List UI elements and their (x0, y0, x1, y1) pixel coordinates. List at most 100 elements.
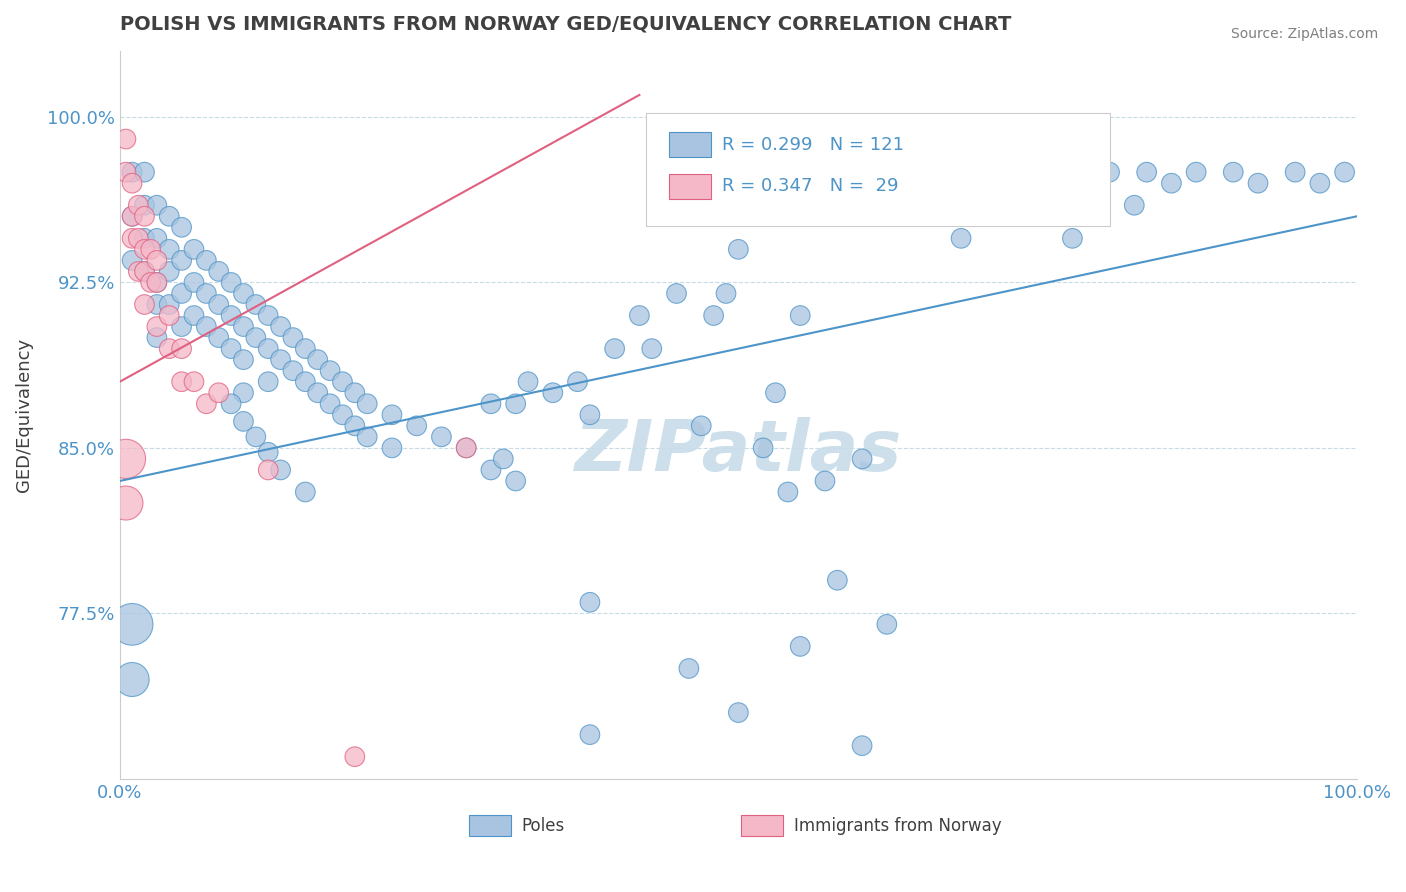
Point (170, 342, 193, 356)
Point (232, 385, 254, 400)
Point (170, 286, 193, 301)
Point (115, 451, 138, 466)
Point (146, 276, 169, 290)
Point (628, 309, 651, 323)
Point (1284, 165, 1306, 179)
Point (1098, 165, 1121, 179)
Text: R = 0.347   N =  29: R = 0.347 N = 29 (723, 177, 898, 194)
Point (183, 243, 205, 257)
Point (195, 397, 218, 411)
Point (343, 385, 366, 400)
Point (146, 276, 169, 290)
Point (257, 309, 280, 323)
Point (281, 330, 304, 344)
FancyBboxPatch shape (669, 174, 711, 199)
Point (517, 375, 540, 389)
Point (294, 375, 316, 389)
FancyBboxPatch shape (741, 815, 783, 836)
Point (121, 253, 143, 268)
Point (925, 198, 948, 212)
FancyBboxPatch shape (468, 815, 510, 836)
Point (232, 352, 254, 367)
Point (714, 286, 737, 301)
Point (405, 418, 427, 433)
Point (356, 430, 378, 444)
Point (183, 276, 205, 290)
Point (752, 441, 775, 455)
Point (134, 231, 156, 245)
Point (127, 198, 149, 212)
Point (134, 243, 156, 257)
Point (1247, 176, 1270, 190)
Point (912, 165, 935, 179)
Point (170, 319, 193, 334)
Point (343, 418, 366, 433)
Point (827, 573, 849, 587)
Point (157, 209, 180, 223)
Point (332, 375, 354, 389)
Point (456, 441, 478, 455)
Point (505, 474, 527, 488)
Point (219, 276, 242, 290)
Point (134, 297, 156, 311)
Point (146, 231, 169, 245)
Point (157, 243, 180, 257)
Point (121, 209, 143, 223)
Point (134, 209, 156, 223)
Point (641, 342, 664, 356)
Point (219, 342, 242, 356)
Point (479, 397, 502, 411)
Text: R = 0.299   N = 121: R = 0.299 N = 121 (723, 136, 904, 154)
Point (505, 397, 527, 411)
Point (678, 661, 700, 675)
Point (257, 463, 280, 477)
Point (146, 330, 169, 344)
Point (115, 165, 138, 179)
Point (146, 253, 169, 268)
Point (270, 463, 292, 477)
Point (492, 451, 515, 466)
Text: POLISH VS IMMIGRANTS FROM NORWAY GED/EQUIVALENCY CORRELATION CHART: POLISH VS IMMIGRANTS FROM NORWAY GED/EQU… (120, 15, 1011, 34)
Point (765, 385, 787, 400)
Point (208, 330, 231, 344)
Point (307, 385, 329, 400)
Point (121, 165, 143, 179)
Point (851, 451, 873, 466)
Point (134, 165, 156, 179)
Point (541, 385, 564, 400)
Point (789, 309, 811, 323)
Point (1136, 165, 1159, 179)
Point (121, 176, 143, 190)
Point (208, 385, 231, 400)
Point (157, 309, 180, 323)
Point (641, 805, 664, 819)
Point (270, 352, 292, 367)
Point (170, 375, 193, 389)
Point (170, 220, 193, 235)
Point (851, 739, 873, 753)
Point (183, 375, 205, 389)
Text: Source: ZipAtlas.com: Source: ZipAtlas.com (1230, 27, 1378, 41)
Point (579, 408, 602, 422)
Point (479, 463, 502, 477)
Point (157, 264, 180, 278)
Text: ZIPatlas: ZIPatlas (575, 417, 903, 485)
Point (281, 364, 304, 378)
Point (195, 253, 218, 268)
Point (776, 485, 799, 500)
Point (232, 414, 254, 428)
Point (121, 231, 143, 245)
Point (727, 243, 749, 257)
Point (356, 397, 378, 411)
Y-axis label: GED/Equivalency: GED/Equivalency (15, 338, 32, 491)
Point (157, 297, 180, 311)
Point (146, 319, 169, 334)
Point (343, 749, 366, 764)
Point (456, 441, 478, 455)
Point (974, 165, 997, 179)
Point (257, 445, 280, 459)
Point (219, 309, 242, 323)
Point (579, 728, 602, 742)
Point (146, 297, 169, 311)
Point (146, 198, 169, 212)
